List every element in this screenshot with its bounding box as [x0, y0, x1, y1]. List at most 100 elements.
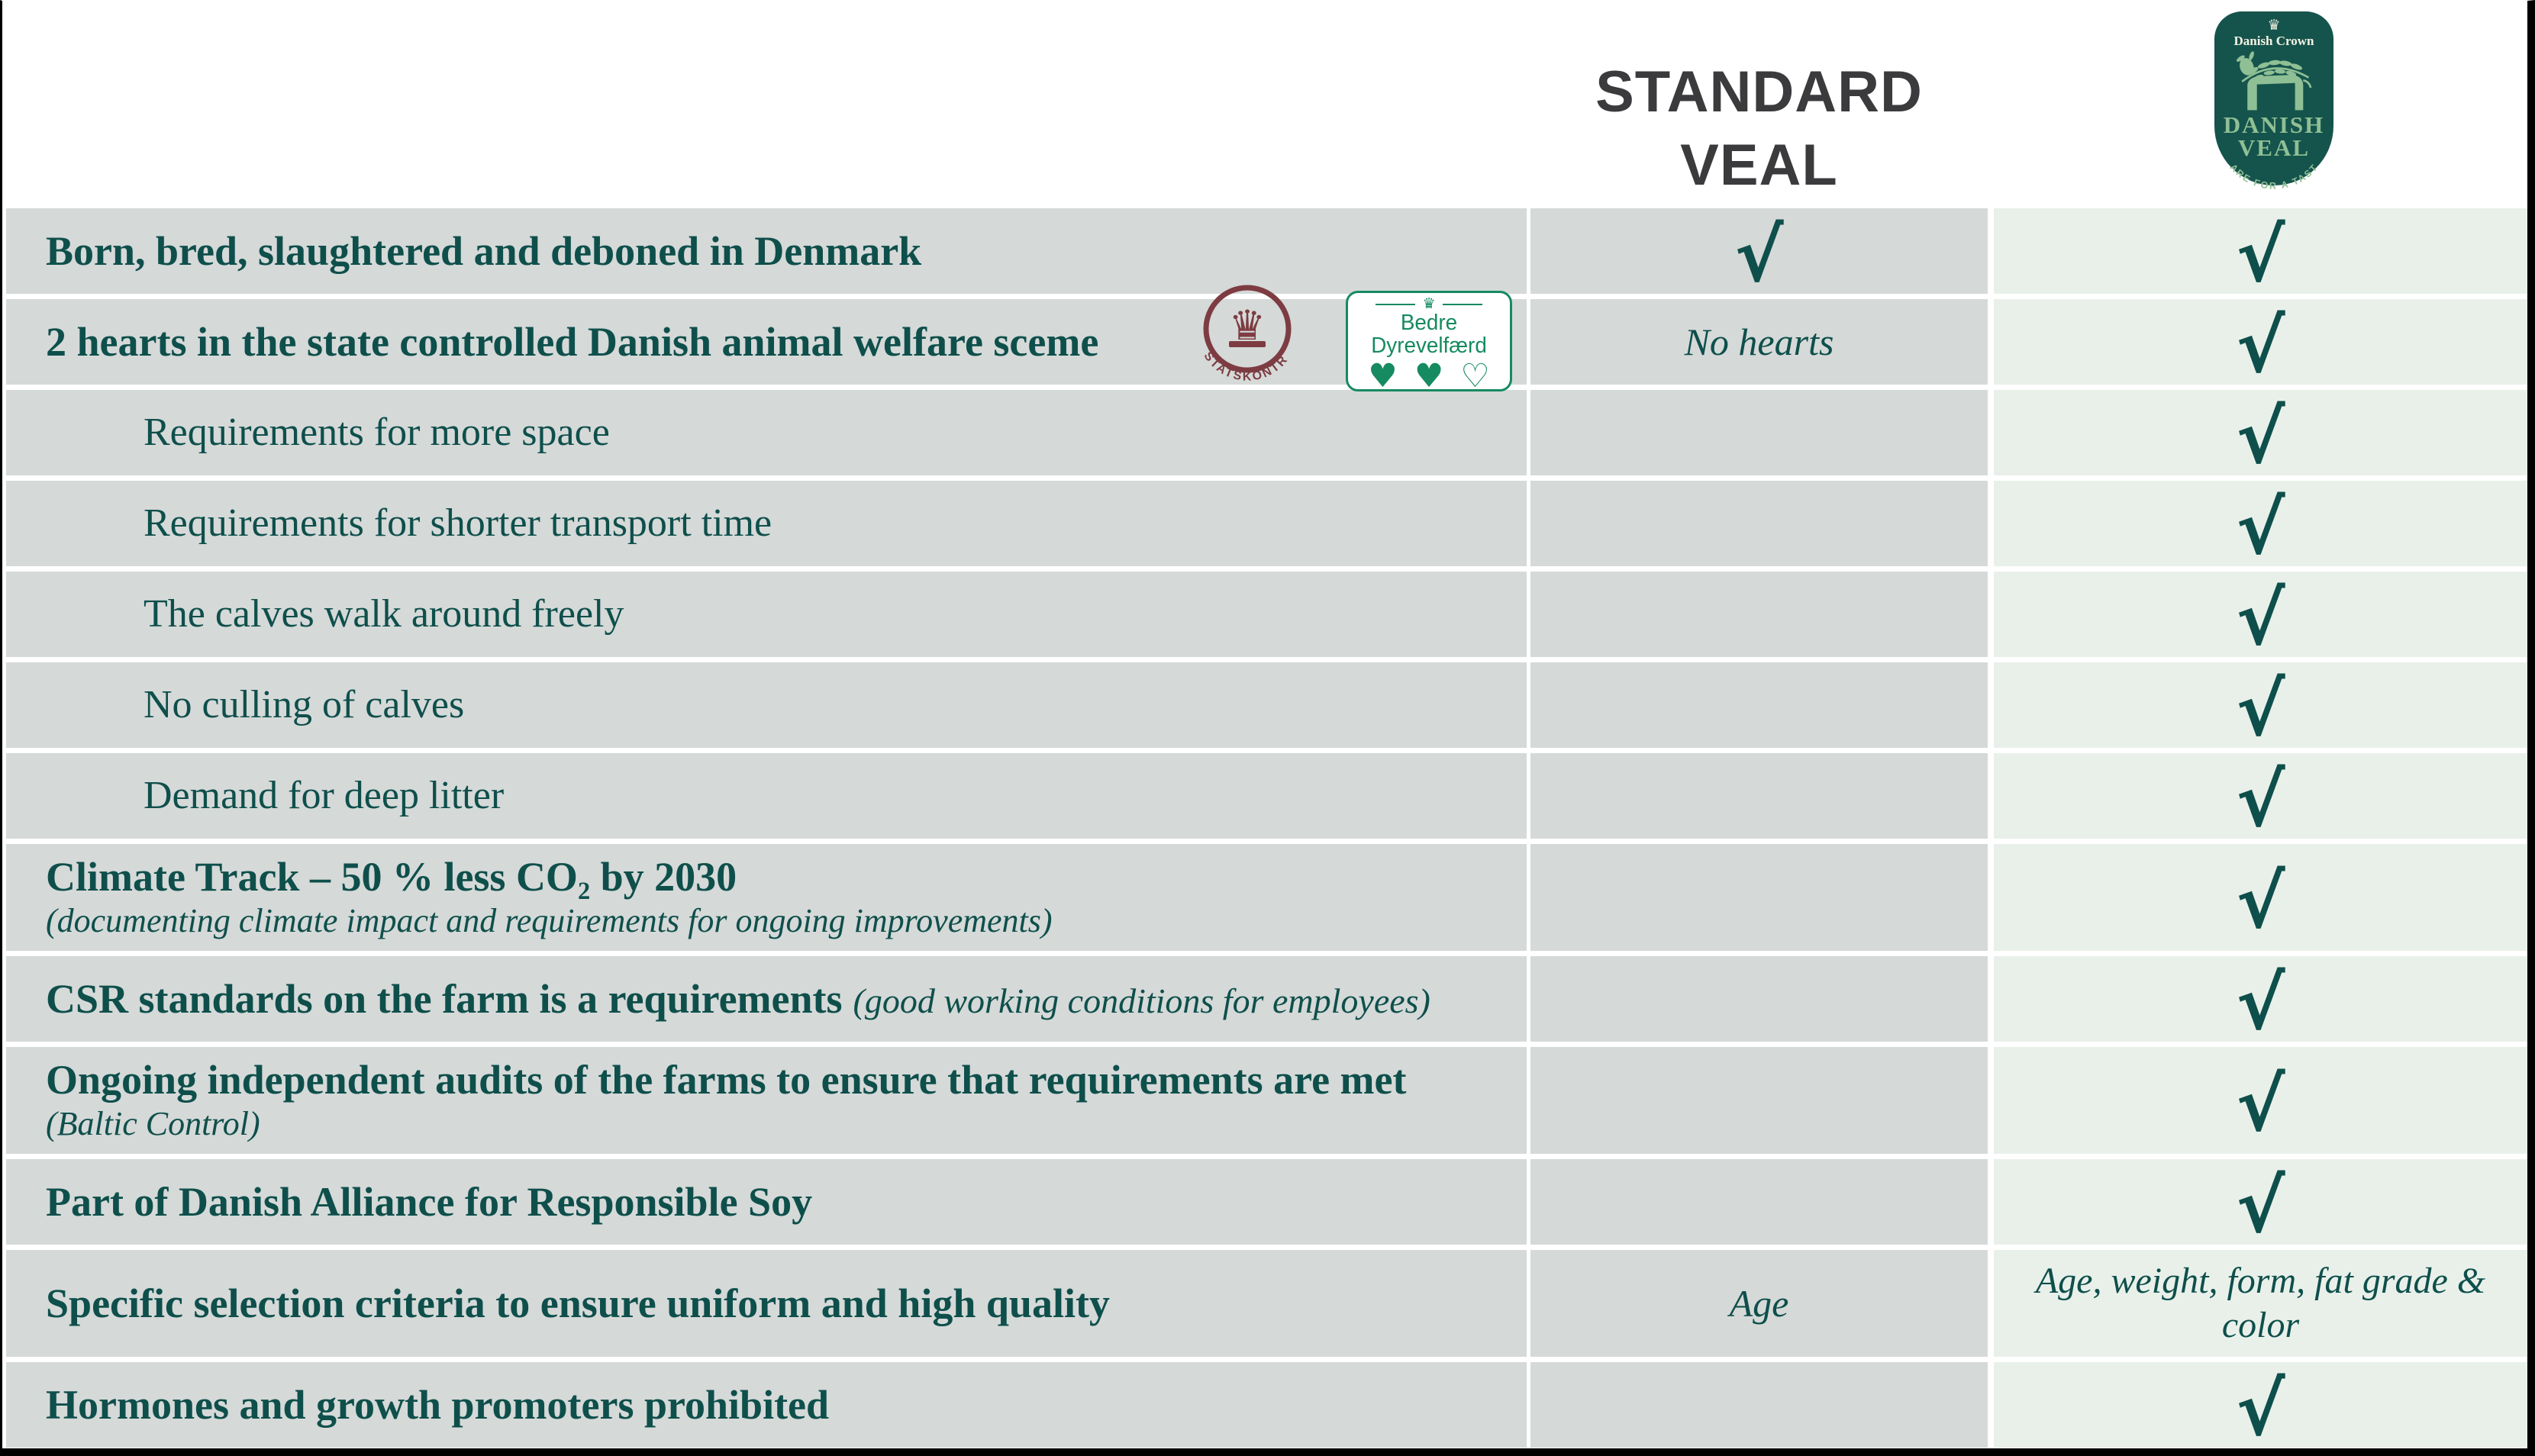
danish-veal-cell: Age, weight, form, fat grade & color	[1994, 1250, 2527, 1357]
table-row-no-culling: No culling of calves √	[6, 662, 2527, 748]
criterion-cell: The calves walk around freely	[6, 572, 1527, 657]
table-row-responsible-soy: Part of Danish Alliance for Responsible …	[6, 1159, 2527, 1245]
danish-veal-cell: √	[1994, 753, 2527, 839]
criterion-label: Requirements for more space	[144, 410, 610, 454]
checkmark-icon: √	[2236, 858, 2285, 945]
criterion-cell: Specific selection criteria to ensure un…	[6, 1250, 1527, 1357]
danish-value-text: Age, weight, form, fat grade & color	[2035, 1261, 2486, 1345]
logo-wordmark-line1: DANISH	[2223, 111, 2325, 138]
danish-veal-cell: √	[1994, 572, 2527, 657]
heart-filled-icon: ♥	[1414, 356, 1444, 391]
criterion-label: Ongoing independent audits of the farms …	[46, 1057, 1407, 1103]
criterion-cell: Requirements for more space	[6, 390, 1527, 475]
standard-column-header-line1: STANDARD VEAL	[1595, 60, 1923, 198]
standard-value-text: No hearts	[1684, 321, 1834, 363]
danish-veal-cell: √	[1994, 1362, 2527, 1448]
standard-value-text: Age	[1729, 1282, 1789, 1325]
criterion-cell: Part of Danish Alliance for Responsible …	[6, 1159, 1527, 1245]
checkmark-icon: √	[2236, 1163, 2285, 1249]
checkmark-icon: √	[2236, 303, 2285, 389]
table-row-two-hearts: 2 hearts in the state controlled Danish …	[6, 299, 2527, 385]
bedre-dyrevelfaerd-badge: ♛ Bedre Dyrevelfærd ♥ ♥ ♡	[1346, 291, 1512, 391]
danish-veal-cell: √	[1994, 662, 2527, 748]
criterion-label: Born, bred, slaughtered and deboned in D…	[46, 227, 922, 274]
criterion-note: (documenting climate impact and requirem…	[46, 901, 1053, 939]
decorative-line	[1376, 303, 1416, 305]
table-row-hormones: Hormones and growth promoters prohibited…	[6, 1362, 2527, 1448]
checkmark-icon: √	[2236, 575, 2285, 662]
welfare-hearts: ♥ ♥ ♡	[1348, 356, 1510, 391]
criterion-label: CSR standards on the farm is a requireme…	[46, 975, 843, 1022]
danish-veal-cell: √	[1994, 390, 2527, 475]
criterion-label: No culling of calves	[144, 682, 465, 726]
checkmark-icon: √	[2236, 960, 2285, 1046]
criterion-cell: Climate Track – 50 % less CO₂ by 2030 (d…	[6, 844, 1527, 951]
table-row-independent-audits: Ongoing independent audits of the farms …	[6, 1047, 2527, 1154]
checkmark-icon: √	[2236, 212, 2285, 298]
criterion-label: The calves walk around freely	[144, 591, 624, 636]
criterion-note: (good working conditions for employees)	[853, 981, 1430, 1020]
checkmark-icon: √	[2236, 757, 2285, 843]
danish-veal-cell: √	[1994, 208, 2527, 294]
criterion-cell: Requirements for shorter transport time	[6, 481, 1527, 566]
danish-veal-logo: ♛ Danish Crown DANISH VEAL	[2214, 11, 2333, 191]
criterion-label: Climate Track – 50 % less CO₂ by 2030	[46, 854, 737, 900]
welfare-badge-label: Bedre Dyrevelfærd	[1371, 311, 1487, 359]
criterion-label: Requirements for shorter transport time	[144, 501, 772, 545]
heart-filled-icon: ♥	[1368, 356, 1398, 391]
criterion-cell: Born, bred, slaughtered and deboned in D…	[6, 208, 1527, 294]
stamp-ring	[1203, 285, 1292, 373]
logo-tagline: CARE FOR A TASTE	[2221, 161, 2321, 192]
standard-veal-cell: Age	[1530, 1250, 1988, 1357]
danish-veal-cell: √	[1994, 481, 2527, 566]
criterion-cell: Demand for deep litter	[6, 753, 1527, 839]
logo-tagline-text: CARE FOR A TASTE	[2221, 161, 2319, 192]
checkmark-icon: √	[2236, 394, 2285, 480]
criterion-label: Part of Danish Alliance for Responsible …	[46, 1178, 813, 1225]
standard-veal-cell	[1530, 1159, 1988, 1245]
standard-veal-cell	[1530, 956, 1988, 1042]
crown-icon: ♛	[2267, 17, 2281, 34]
standard-veal-cell	[1530, 662, 1988, 748]
checkmark-icon: √	[2236, 1366, 2285, 1452]
heart-outline-icon: ♡	[1460, 356, 1490, 391]
danish-veal-cell: √	[1994, 1047, 2527, 1154]
statskontrolleret-stamp: ♛ STATSKONTROLLERET	[1182, 283, 1292, 384]
standard-veal-cell	[1530, 572, 1988, 657]
welfare-crown-row: ♛	[1348, 297, 1510, 311]
svg-text:CARE FOR A TASTE: CARE FOR A TASTE	[2221, 161, 2321, 192]
table-row-selection-criteria: Specific selection criteria to ensure un…	[6, 1250, 2527, 1357]
checkmark-icon: √	[2236, 1061, 2285, 1148]
logo-wordmark-line2: VEAL	[2237, 134, 2311, 162]
standard-veal-cell: No hearts	[1530, 299, 1988, 385]
criterion-label: Demand for deep litter	[144, 773, 505, 817]
criterion-label: Specific selection criteria to ensure un…	[46, 1280, 1110, 1326]
criterion-label: Hormones and growth promoters prohibited	[46, 1381, 830, 1428]
criterion-cell: CSR standards on the farm is a requireme…	[6, 956, 1527, 1042]
table-row-more-space: Requirements for more space √	[6, 390, 2527, 475]
standard-veal-cell	[1530, 753, 1988, 839]
standard-veal-cell: √	[1530, 208, 1988, 294]
standard-veal-cell	[1530, 1362, 1988, 1448]
standard-veal-cell	[1530, 390, 1988, 475]
table-row-climate-track: Climate Track – 50 % less CO₂ by 2030 (d…	[6, 844, 2527, 951]
crown-icon: ♛	[1422, 295, 1436, 312]
danish-veal-cell: √	[1994, 299, 2527, 385]
danish-veal-cell: √	[1994, 956, 2527, 1042]
checkmark-icon: √	[2236, 666, 2285, 752]
danish-veal-cell: √	[1994, 1159, 2527, 1245]
criterion-cell: No culling of calves	[6, 662, 1527, 748]
decorative-line	[1442, 303, 1482, 305]
standard-veal-cell	[1530, 844, 1988, 951]
table-row-csr-standards: CSR standards on the farm is a requireme…	[6, 956, 2527, 1042]
standard-veal-cell	[1530, 481, 1988, 566]
table-row-born-bred: Born, bred, slaughtered and deboned in D…	[6, 208, 2527, 294]
checkmark-icon: √	[1734, 212, 1784, 298]
criterion-cell: Hormones and growth promoters prohibited	[6, 1362, 1527, 1448]
table-row-deep-litter: Demand for deep litter √	[6, 753, 2527, 839]
criterion-note: (Baltic Control)	[46, 1104, 260, 1142]
table-row-walk-freely: The calves walk around freely √	[6, 572, 2527, 657]
calf-illustration-icon	[2236, 50, 2312, 111]
logo-brand-name: Danish Crown	[2233, 34, 2314, 48]
